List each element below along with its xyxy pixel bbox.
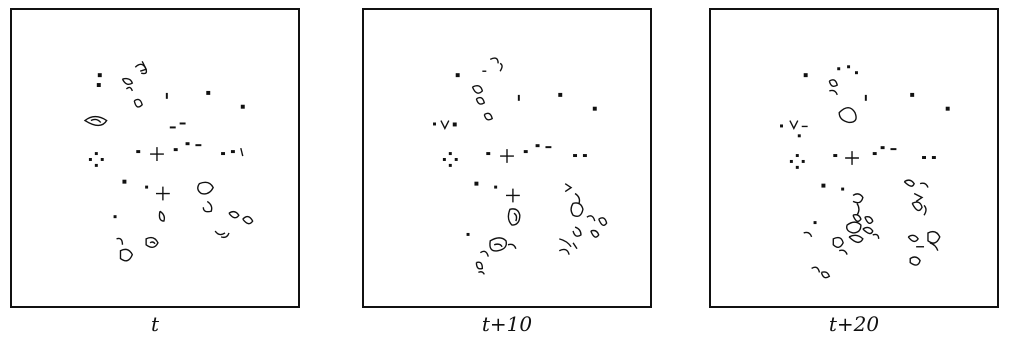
frame-image-t-plus-20 (780, 65, 950, 279)
frame-image-t (83, 61, 254, 262)
frame-caption: t+20 (828, 312, 880, 336)
frame-panel-t (10, 8, 300, 308)
frame-image-t-plus-10 (433, 57, 608, 275)
frame-caption: t+10 (481, 312, 533, 336)
frame-panel-t-plus-20 (709, 8, 999, 308)
frame-caption: t (150, 312, 160, 336)
frame-panel-t-plus-10 (362, 8, 652, 308)
